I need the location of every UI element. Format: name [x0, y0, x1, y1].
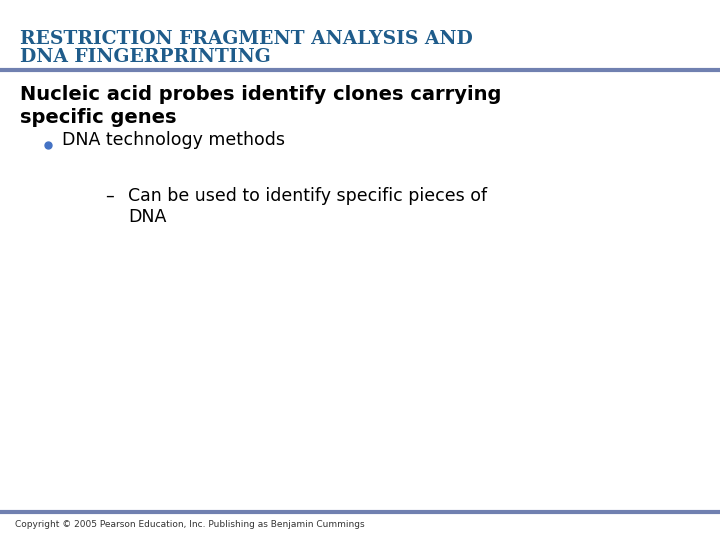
- Text: RESTRICTION FRAGMENT ANALYSIS AND: RESTRICTION FRAGMENT ANALYSIS AND: [20, 30, 473, 48]
- Text: DNA FINGERPRINTING: DNA FINGERPRINTING: [20, 48, 271, 66]
- Text: DNA technology methods: DNA technology methods: [62, 131, 285, 149]
- Text: Can be used to identify specific pieces of: Can be used to identify specific pieces …: [128, 187, 487, 205]
- Text: specific genes: specific genes: [20, 108, 176, 127]
- Text: Copyright © 2005 Pearson Education, Inc. Publishing as Benjamin Cummings: Copyright © 2005 Pearson Education, Inc.…: [15, 520, 364, 529]
- Text: –: –: [105, 187, 114, 205]
- Text: DNA: DNA: [128, 208, 166, 226]
- Text: Nucleic acid probes identify clones carrying: Nucleic acid probes identify clones carr…: [20, 85, 501, 104]
